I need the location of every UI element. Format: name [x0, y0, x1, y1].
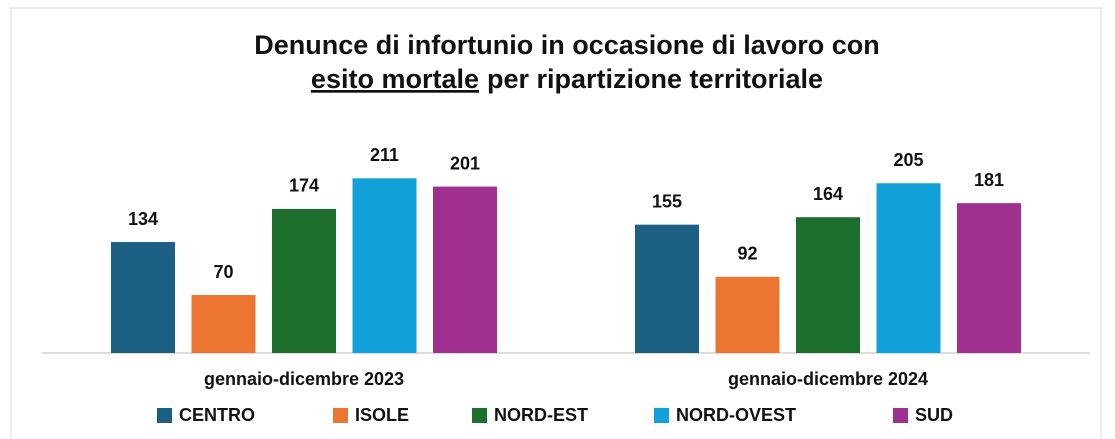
- data-label: 155: [652, 191, 682, 211]
- data-label: 164: [813, 184, 843, 204]
- data-label: 70: [213, 262, 233, 282]
- chart-title: esito mortale per ripartizione territoria…: [311, 64, 823, 94]
- bar: [111, 242, 175, 353]
- x-tick-label: gennaio-dicembre 2024: [728, 369, 928, 389]
- bar: [635, 224, 699, 353]
- legend-label: NORD-OVEST: [676, 405, 796, 425]
- legend-swatch: [333, 408, 348, 423]
- x-tick-label: gennaio-dicembre 2023: [204, 369, 404, 389]
- legend-label: NORD-EST: [494, 405, 588, 425]
- chart-title-emphasis: esito mortale: [311, 64, 479, 94]
- data-label: 201: [450, 153, 480, 173]
- bar: [272, 208, 336, 353]
- legend-swatch: [157, 408, 172, 423]
- data-label: 211: [370, 145, 399, 165]
- chart-title: Denunce di infortunio in occasione di la…: [254, 30, 880, 60]
- data-label: 134: [128, 209, 158, 229]
- legend-swatch: [654, 408, 669, 423]
- bar: [796, 217, 860, 353]
- bar: [191, 295, 256, 353]
- bar: [876, 183, 941, 353]
- legend-label: CENTRO: [179, 405, 255, 425]
- bar: [715, 276, 780, 353]
- data-label: 205: [893, 150, 923, 170]
- data-label: 92: [737, 244, 757, 264]
- data-label: 181: [974, 170, 1004, 190]
- bar: [352, 178, 417, 353]
- legend-swatch: [472, 408, 487, 423]
- chart-title-rest: per ripartizione territoriale: [487, 64, 823, 94]
- bar: [957, 203, 1021, 353]
- legend-label: ISOLE: [355, 405, 409, 425]
- legend-label: SUD: [915, 405, 953, 425]
- data-label: 174: [289, 176, 319, 196]
- bar: [433, 186, 497, 353]
- legend-swatch: [893, 408, 908, 423]
